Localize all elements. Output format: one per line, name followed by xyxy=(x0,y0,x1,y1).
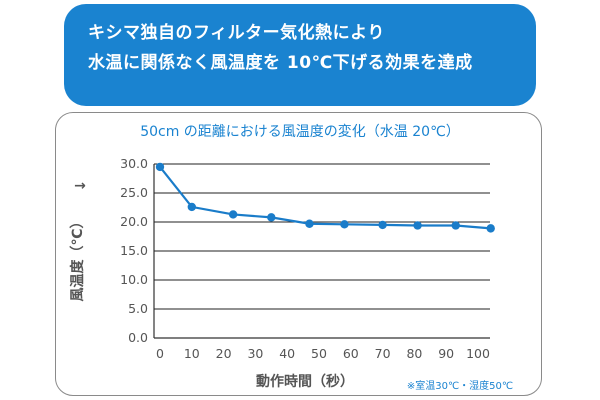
y-tick-label: 25.0 xyxy=(120,185,148,200)
x-tick-label: 70 xyxy=(375,346,391,361)
y-tick-label: 30.0 xyxy=(120,156,148,171)
y-tick-label: 10.0 xyxy=(120,272,148,287)
data-point xyxy=(155,162,165,172)
data-point xyxy=(305,219,314,228)
data-point xyxy=(187,202,196,212)
y-tick-label: 20.0 xyxy=(120,214,148,229)
y-tick-label: 5.0 xyxy=(128,301,148,316)
gridlines xyxy=(153,163,490,339)
y-tick-label: 15.0 xyxy=(120,243,148,258)
x-tick-label: 20 xyxy=(216,346,232,361)
x-tick-label: 90 xyxy=(438,346,454,361)
x-tick-label: 0 xyxy=(156,346,164,361)
headline-line-2: 水温に関係なく風温度を 10℃下げる効果を達成 xyxy=(88,53,473,73)
x-tick-label: 40 xyxy=(279,346,295,361)
series-line xyxy=(159,166,491,230)
x-tick-label: 50 xyxy=(311,346,327,361)
x-tick-labels: 0 10 20 30 40 50 60 70 80 90 100 xyxy=(156,346,490,361)
chart-panel xyxy=(55,112,542,396)
data-point xyxy=(228,210,238,219)
data-point xyxy=(378,220,387,230)
x-tick-label: 30 xyxy=(247,346,263,361)
data-point xyxy=(486,224,495,233)
y-tick-labels: 0.0 5.0 10.0 15.0 20.0 25.0 30.0 xyxy=(120,156,148,345)
x-tick-label: 60 xyxy=(343,346,359,361)
condition-note: ※室温30℃・湿度50℃ xyxy=(407,379,513,392)
y-axis-label: 風温度（℃） xyxy=(69,215,86,302)
headline-banner: キシマ独自のフィルター気化熱により 水温に関係なく風温度を 10℃下げる効果を達… xyxy=(64,4,536,106)
chart-title: 50cm の距離における風温度の変化（水温 20℃） xyxy=(140,123,460,140)
data-point xyxy=(413,221,422,230)
headline-line-1: キシマ独自のフィルター気化熱により xyxy=(88,23,385,43)
x-axis-label: 動作時間（秒） xyxy=(256,373,354,390)
y-tick-label: 0.0 xyxy=(128,330,148,345)
y-axis-arrow: → xyxy=(74,178,86,194)
x-tick-label: 80 xyxy=(406,346,422,361)
x-tick-label: 100 xyxy=(466,346,490,361)
data-point xyxy=(340,220,349,229)
data-point xyxy=(451,221,460,230)
x-tick-label: 10 xyxy=(184,346,200,361)
series-group xyxy=(155,162,495,233)
data-point xyxy=(267,213,276,222)
